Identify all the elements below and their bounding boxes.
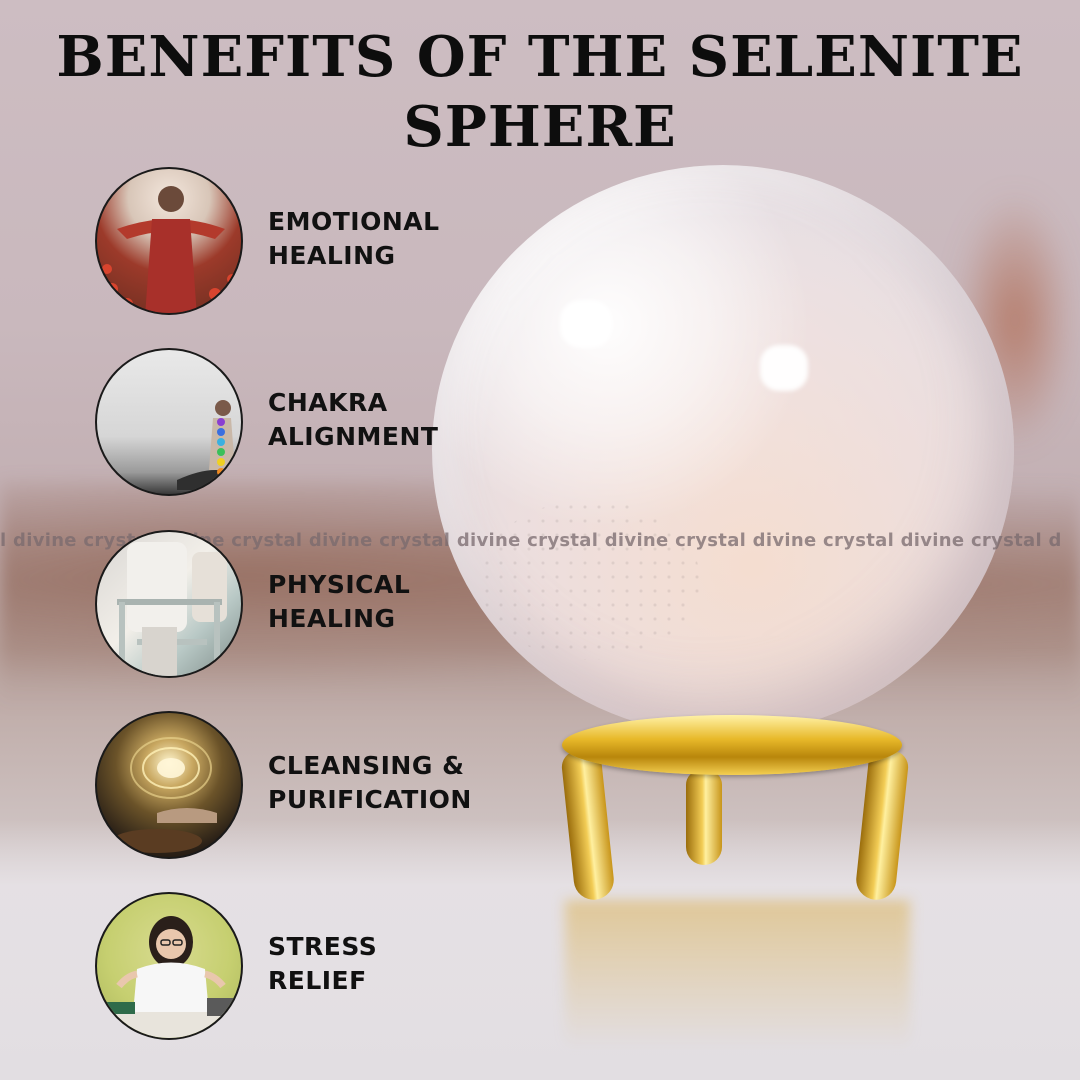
- benefit-label: CLEANSING & PURIFICATION: [268, 751, 472, 814]
- page-title: BENEFITS OF THE SELENITE SPHERE: [0, 22, 1080, 162]
- benefit-emotional-healing: EMOTIONAL HEALING: [95, 167, 475, 319]
- benefit-cleansing-purification: CLEANSING & PURIFICATION: [95, 711, 475, 863]
- watermark: l divine crystal divine crystal divine c…: [0, 530, 1062, 551]
- benefit-label: STRESS RELIEF: [268, 932, 378, 995]
- meditating-chakra-figure-photo: [95, 348, 243, 496]
- walker-assistance-photo: [95, 530, 243, 678]
- sphere-highlight: [560, 300, 612, 348]
- meditating-woman-desk-photo: [95, 892, 243, 1040]
- benefit-label: CHAKRA ALIGNMENT: [268, 388, 439, 451]
- woman-in-flower-field-photo: [95, 167, 243, 315]
- sphere-highlight: [760, 345, 808, 391]
- title-line-2: SPHERE: [403, 94, 677, 160]
- singing-bowl-energy-photo: [95, 711, 243, 859]
- selenite-sphere: [432, 165, 1014, 735]
- benefit-chakra-alignment: CHAKRA ALIGNMENT: [95, 348, 475, 500]
- benefit-stress-relief: STRESS RELIEF: [95, 892, 475, 1044]
- benefit-label: PHYSICAL HEALING: [268, 570, 411, 633]
- stand-reflection: [565, 900, 910, 1050]
- benefit-label: EMOTIONAL HEALING: [268, 207, 440, 270]
- gold-stand: [562, 715, 902, 775]
- title-line-1: BENEFITS OF THE SELENITE: [56, 24, 1024, 90]
- sphere-inclusions: [480, 500, 700, 660]
- benefit-physical-healing: PHYSICAL HEALING: [95, 530, 475, 682]
- stand-leg-back: [686, 770, 722, 865]
